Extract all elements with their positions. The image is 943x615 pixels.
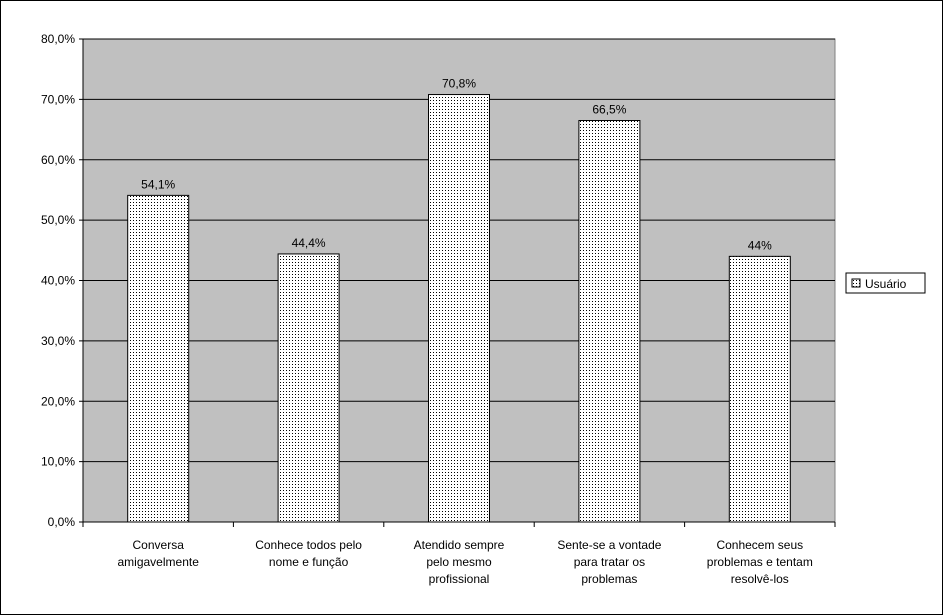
- y-axis-ticks: 0,0% 10,0% 20,0% 30,0% 40,0% 50,0% 60,0% 70,0% 8…: [41, 32, 83, 529]
- legend-swatch: [851, 278, 861, 288]
- y-tick-label: 80,0%: [41, 32, 75, 46]
- legend-label: Usuário: [865, 277, 907, 291]
- x-category-label: Conhecem seus problemas e tentam resolvê-l…: [707, 538, 813, 586]
- bar: [428, 94, 490, 523]
- y-tick-label: 50,0%: [41, 213, 75, 227]
- y-tick-label: 20,0%: [41, 394, 75, 408]
- y-tick-label: 40,0%: [41, 274, 75, 288]
- bar: [578, 120, 641, 523]
- x-category-label: Sente-se a vontade para tratar os problema…: [557, 538, 661, 586]
- x-category-label: Conversa amigavelmente: [118, 538, 200, 569]
- legend-box: [845, 272, 926, 294]
- y-tick-label: 70,0%: [41, 92, 75, 106]
- bar: [277, 253, 340, 523]
- data-label: 44%: [748, 238, 772, 252]
- x-axis-categories: Conversa amigavelmente Conhece todos pelo n…: [118, 538, 813, 586]
- data-labels: 54,1% 44,4% 70,8% 66,5% 44%: [141, 77, 772, 253]
- y-tick-label: 10,0%: [41, 455, 75, 469]
- data-label: 54,1%: [141, 177, 175, 191]
- legend: Usuário: [845, 272, 926, 294]
- y-tick-label: 30,0%: [41, 334, 75, 348]
- data-label: 70,8%: [442, 77, 476, 91]
- bar: [728, 255, 791, 523]
- x-category-label: Conhece todos pelo nome e função: [255, 538, 362, 569]
- x-category-label: Atendido sempre pelo mesmo profissional: [414, 538, 505, 586]
- y-tick-label: 0,0%: [48, 515, 76, 529]
- y-tick-label: 60,0%: [41, 153, 75, 167]
- bars: [127, 94, 791, 523]
- data-label: 44,4%: [292, 236, 326, 250]
- data-label: 66,5%: [592, 103, 626, 117]
- bar: [127, 194, 190, 523]
